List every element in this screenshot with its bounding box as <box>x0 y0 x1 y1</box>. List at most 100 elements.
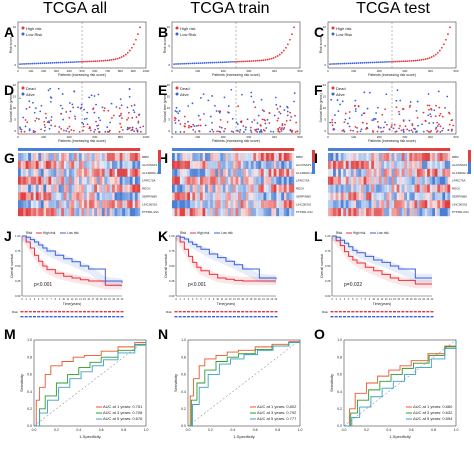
km-table-cell-J <box>33 311 36 313</box>
heatmap-cell-H <box>291 160 295 169</box>
heatmap-cell-G <box>53 153 57 162</box>
risk-point-A <box>94 60 97 63</box>
status-point-F <box>392 127 395 130</box>
roc-y-tick-O: 0.6 <box>337 373 342 377</box>
status-point-D <box>77 106 79 109</box>
heatmap-cell-G <box>96 176 100 185</box>
risk-point-A <box>104 59 107 62</box>
heatmap-cell-G <box>129 192 133 201</box>
status-point-D <box>120 112 123 115</box>
heatmap-cell-G <box>134 176 138 185</box>
status-point-D <box>88 127 91 130</box>
heatmap-cell-H <box>182 192 185 201</box>
heatmap-cell-H <box>245 153 249 162</box>
heatmap-cell-H <box>243 200 246 209</box>
heatmap-cell-G <box>61 200 64 209</box>
heatmap-cell-G <box>127 176 131 185</box>
km-table-cell-L <box>388 316 392 318</box>
heatmap-cell-G <box>137 184 141 193</box>
heatmap-cell-G <box>53 192 57 201</box>
heatmap-cell-G <box>20 160 24 169</box>
heatmap-annotation-cell-G <box>18 148 21 151</box>
status-point-E <box>174 122 177 124</box>
km-table-cell-J <box>78 316 82 318</box>
heatmap-cell-I <box>363 192 367 201</box>
status-point-E <box>183 115 186 118</box>
status-point-E <box>245 126 247 129</box>
heatmap-cell-H <box>202 168 206 177</box>
heatmap-annotation-cell-H <box>286 148 290 151</box>
status-point-E <box>239 128 242 131</box>
km-table-cell-J <box>41 316 45 318</box>
heatmap-cell-I <box>444 192 448 201</box>
status-point-E <box>223 130 225 133</box>
risk-point-A <box>35 62 38 65</box>
heatmap-cell-G <box>68 192 72 201</box>
heatmap-cell-G <box>40 153 44 162</box>
heatmap-cell-I <box>437 176 441 185</box>
status-point-D <box>40 104 43 107</box>
status-point-F <box>435 130 438 133</box>
heatmap-cell-I <box>404 200 407 209</box>
status-point-E <box>250 131 253 133</box>
roc-x-tick-N: 0.8 <box>275 428 280 432</box>
heatmap-cell-H <box>194 153 198 162</box>
status-point-F <box>371 129 374 132</box>
heatmap-cell-H <box>273 168 277 177</box>
heatmap-cell-H <box>210 168 213 177</box>
risk-point-C <box>390 60 392 63</box>
heatmap-cell-G <box>89 160 92 169</box>
x-tick-D: 600 <box>92 135 97 139</box>
heatmap-cell-G <box>61 153 64 162</box>
heatmap-cell-H <box>245 192 249 201</box>
heatmap-cell-G <box>68 168 72 177</box>
heatmap-cell-I <box>383 160 387 169</box>
status-point-E <box>199 97 202 99</box>
km-table-cell-K <box>228 311 232 313</box>
km-table-cell-L <box>397 311 401 313</box>
heatmap-key-low-H <box>312 162 315 174</box>
status-point-D <box>126 128 129 131</box>
legend-label-dead-F: Dead <box>336 86 346 91</box>
x-tick-B: 0 <box>171 69 173 73</box>
heatmap-cell-H <box>276 176 279 185</box>
km-table-cell-J <box>53 316 57 318</box>
heatmap-cell-I <box>335 184 339 193</box>
km-table-cell-L <box>330 311 334 313</box>
roc-y-axis-label-O: Sensitivity <box>329 374 334 392</box>
status-point-E <box>191 102 194 105</box>
heatmap-cell-G <box>73 184 77 193</box>
heatmap-cell-G <box>86 208 90 217</box>
heatmap-annotation-cell-H <box>202 148 206 151</box>
panel-letter-N: N <box>158 326 169 342</box>
heatmap-cell-G <box>53 208 57 217</box>
status-point-D <box>115 106 118 108</box>
heatmap-cell-H <box>212 176 216 185</box>
roc-y-tick-N: 1.0 <box>181 338 186 342</box>
heatmap-annotation-cell-I <box>401 148 405 151</box>
status-point-E <box>224 127 226 130</box>
roc-x-tick-N: 0.6 <box>253 428 258 432</box>
heatmap-cell-G <box>18 200 21 209</box>
status-point-E <box>278 111 281 113</box>
y-tick-F: 5 <box>324 118 326 122</box>
status-point-F <box>433 109 436 112</box>
heatmap-cell-I <box>376 192 380 201</box>
km-table-cell-K <box>182 311 186 313</box>
status-point-F <box>428 108 430 111</box>
roc-legend-label-1-O: AUC at 1 years: 0.660 <box>413 404 453 409</box>
status-point-E <box>174 131 177 133</box>
status-point-E <box>216 130 218 133</box>
heatmap-cell-I <box>447 200 451 209</box>
heatmap-cell-I <box>381 153 385 162</box>
km-table-cell-J <box>53 311 57 313</box>
heatmap-cell-H <box>235 200 239 209</box>
heatmap-cell-H <box>182 208 185 217</box>
heatmap-cell-G <box>76 153 80 162</box>
roc-y-tick-O: 0.8 <box>337 355 342 359</box>
km-curve-low-L <box>332 235 432 279</box>
legend-label-low-A: Low Risk <box>26 32 42 37</box>
heatmap-cell-G <box>86 176 90 185</box>
heatmap-cell-H <box>248 192 251 201</box>
status-point-D <box>126 106 129 109</box>
